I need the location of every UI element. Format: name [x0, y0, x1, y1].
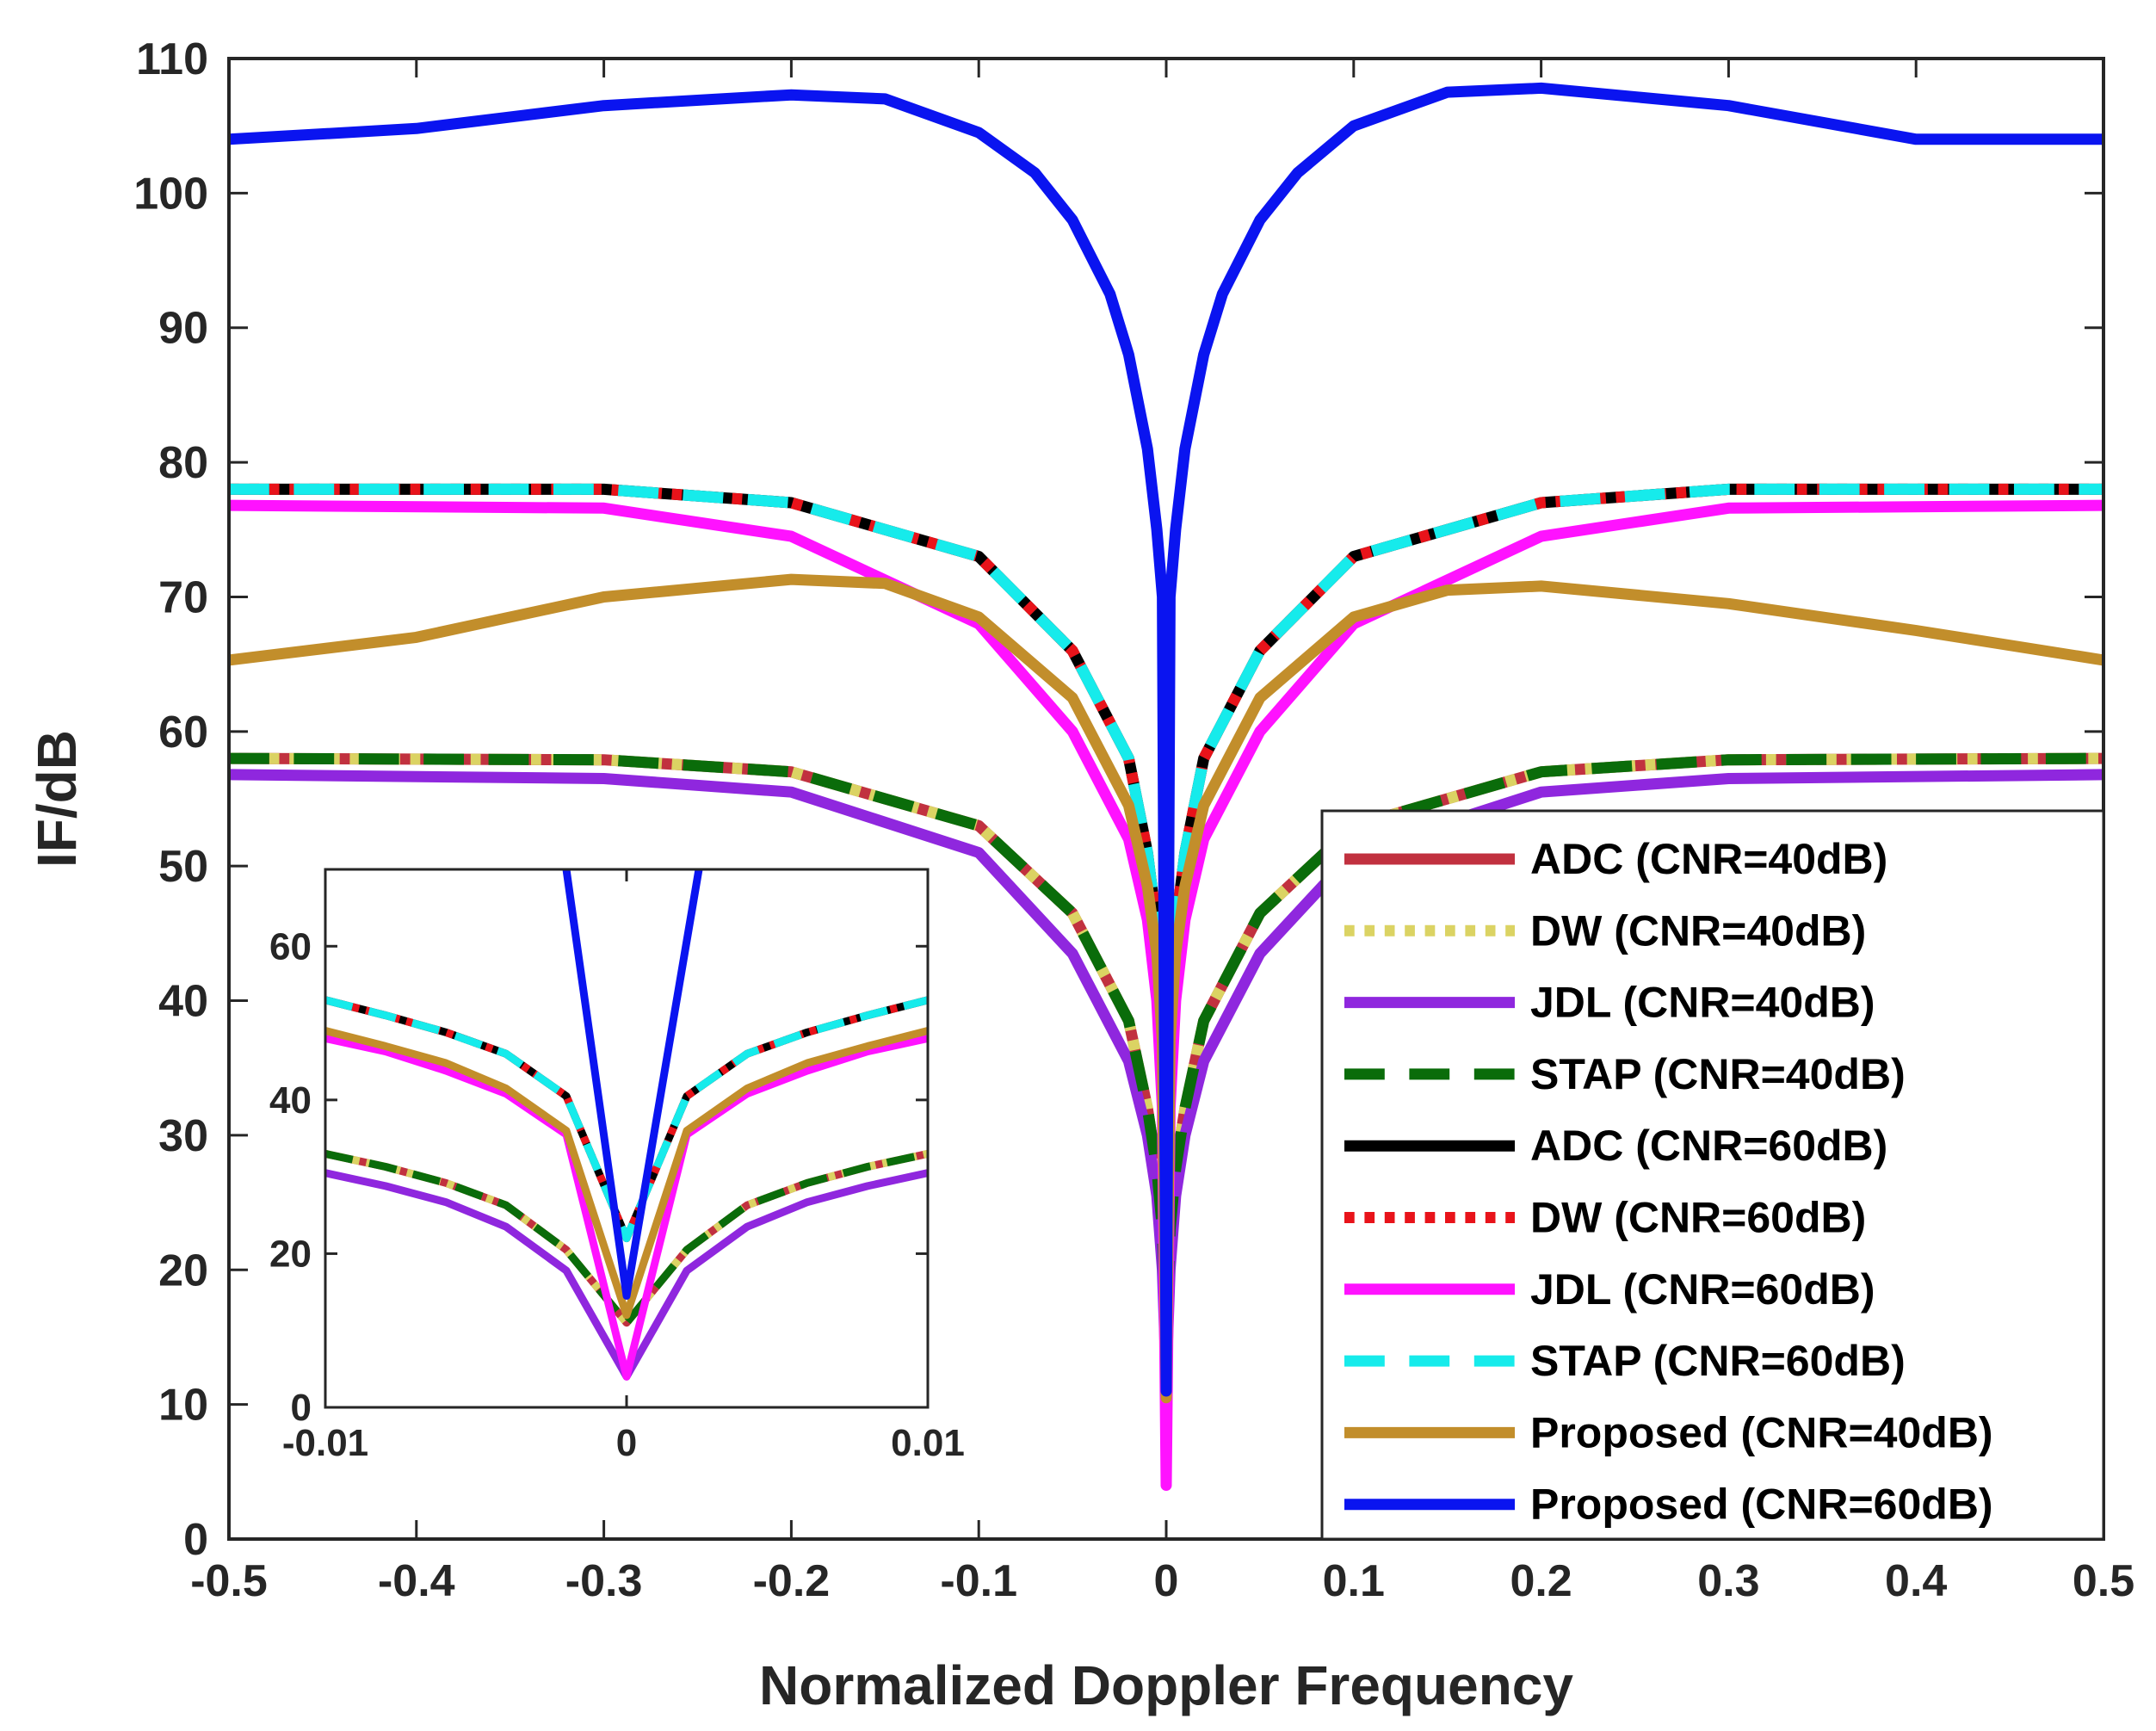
- legend-label-adc-cnr-40db: ADC (CNR=40dB): [1530, 835, 1887, 883]
- main-x-tick-label: 0.3: [1697, 1556, 1759, 1606]
- legend-label-stap-cnr-60db: STAP (CNR=60dB): [1530, 1337, 1906, 1385]
- inset-series-stap-cnr-60db: [325, 996, 928, 1243]
- inset-y-tick-labels: 0 20 40 60: [269, 925, 312, 1429]
- inset-x-tick-label: 0: [616, 1422, 637, 1464]
- main-y-tick-label: 50: [158, 842, 208, 892]
- main-y-tick-label: 0: [183, 1515, 208, 1565]
- inset-series-proposed-cnr-40db: [325, 1027, 928, 1320]
- main-x-tick-labels: -0.5 -0.4 -0.3 -0.2 -0.1 0 0.1 0.2 0.3 0.4 0.5: [190, 1556, 2134, 1606]
- main-y-tick-label: 30: [158, 1111, 208, 1161]
- legend-label-jdl-cnr-60db: JDL (CNR=60dB): [1530, 1265, 1875, 1314]
- y-axis-title: IF/dB: [26, 730, 88, 868]
- main-series-proposed-cnr-40db: [229, 573, 2103, 1404]
- main-y-tick-label: 60: [158, 708, 208, 757]
- main-x-tick-label: -0.3: [565, 1556, 643, 1606]
- main-x-tick-label: -0.4: [378, 1556, 455, 1606]
- inset-y-tick-label: 20: [269, 1233, 312, 1275]
- main-x-tick-label: 0.1: [1323, 1556, 1385, 1606]
- inset-x-tick-label: 0.01: [891, 1422, 965, 1464]
- main-x-tick-label: -0.5: [190, 1556, 268, 1606]
- inset-x-tick-label: -0.01: [282, 1422, 368, 1464]
- main-y-tick-label: 20: [158, 1246, 208, 1295]
- legend-label-stap-cnr-40db: STAP (CNR=40dB): [1530, 1050, 1906, 1098]
- legend-entries: ADC (CNR=40dB) DW (CNR=40dB) JDL (CNR=40dB…: [1344, 835, 1993, 1529]
- legend-label-proposed-cnr-60db: Proposed (CNR=60dB): [1530, 1481, 1993, 1529]
- inset-series-lines: [325, 869, 928, 1381]
- inset-tick-marks: [324, 869, 930, 1409]
- main-x-tick-label: -0.1: [940, 1556, 1017, 1606]
- inset-series-jdl-cnr-60db: [325, 1034, 928, 1381]
- main-y-tick-label: 10: [158, 1381, 208, 1431]
- legend-label-dw-cnr-40db: DW (CNR=40dB): [1530, 906, 1866, 955]
- main-x-tick-label: 0.2: [1510, 1556, 1572, 1606]
- legend-label-adc-cnr-60db: ADC (CNR=60dB): [1530, 1122, 1887, 1170]
- legend-label-dw-cnr-60db: DW (CNR=60dB): [1530, 1194, 1866, 1242]
- legend-label-proposed-cnr-40db: Proposed (CNR=40dB): [1530, 1408, 1993, 1456]
- main-series-proposed-cnr-60db: [229, 82, 2103, 1397]
- inset-y-tick-label: 40: [269, 1079, 312, 1122]
- main-y-tick-label: 110: [136, 34, 208, 84]
- main-y-tick-label: 100: [133, 169, 208, 219]
- main-y-tick-labels: 0 10 20 30 40 50 60 70 80 90 100 110: [133, 34, 208, 1565]
- x-axis-title: Normalized Doppler Frequency: [759, 1654, 1573, 1716]
- inset-series-stap-cnr-40db: [325, 1150, 928, 1327]
- main-x-tick-label: -0.2: [753, 1556, 831, 1606]
- main-y-tick-label: 90: [158, 304, 208, 354]
- main-x-tick-label: 0: [1154, 1556, 1179, 1606]
- legend: ADC (CNR=40dB) DW (CNR=40dB) JDL (CNR=40dB…: [1320, 809, 2105, 1541]
- main-x-tick-label: 0.4: [1885, 1556, 1947, 1606]
- legend-label-jdl-cnr-40db: JDL (CNR=40dB): [1530, 979, 1875, 1027]
- main-y-tick-label: 40: [158, 977, 208, 1027]
- inset-y-tick-label: 0: [291, 1387, 312, 1429]
- inset-x-tick-labels: -0.01 0 0.01: [282, 1422, 965, 1464]
- main-x-tick-label: 0.5: [2073, 1556, 2134, 1606]
- main-y-tick-label: 80: [158, 438, 208, 488]
- main-y-tick-label: 70: [158, 572, 208, 622]
- inset-series-proposed-cnr-60db: [562, 869, 703, 1300]
- inset-y-tick-label: 60: [269, 925, 312, 968]
